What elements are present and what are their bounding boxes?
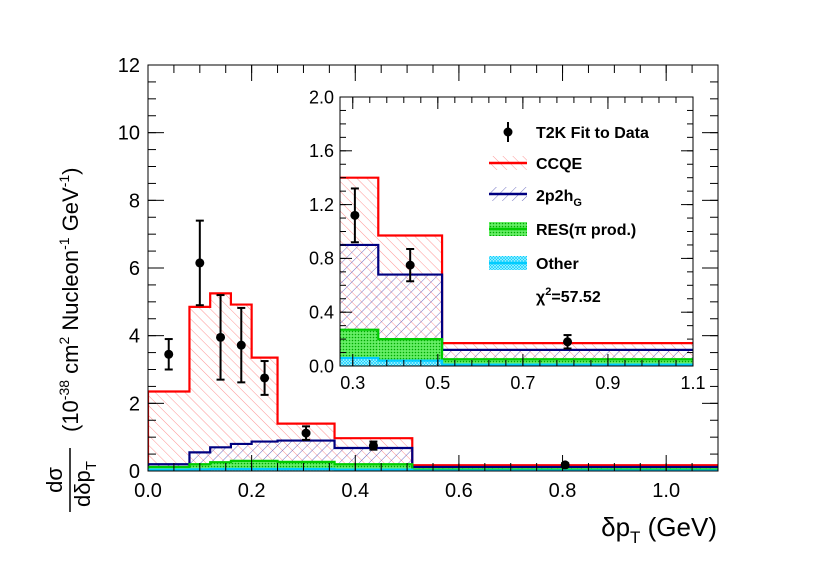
main-data-point (195, 219, 205, 307)
main-histogram-other (148, 467, 718, 471)
main-data-point (301, 425, 311, 441)
legend: T2K Fit to Data CCQE 2p2hG RES(π prod.) … (489, 122, 649, 306)
chi2-annotation: χ2=57.52 (536, 286, 601, 306)
inset-bin-fill-2p2h (293, 258, 310, 366)
main-bin-fill-ccqe (148, 391, 190, 471)
main-y-tick-label: 0 (129, 461, 140, 483)
inset-bin-fill-ccqe (293, 0, 310, 366)
main-data-point (236, 306, 246, 384)
inset-x-tick-label: 0.5 (425, 373, 450, 393)
inset-axes: 0.0 0.4 0.8 1.2 1.6 2.0 0.3 0.5 0.7 0.9 1.1 (309, 87, 706, 393)
legend-label-res: RES(π prod.) (536, 222, 636, 239)
main-data-marker (560, 460, 570, 470)
inset-y-tick-label: 0.4 (309, 303, 334, 323)
inset-x-tick-label: 0.9 (595, 373, 620, 393)
inset-bin-fill-res-prod (442, 359, 693, 366)
main-bin-fill-res-prod (251, 460, 278, 471)
inset-data-marker (350, 210, 360, 220)
main-histogram-res-prod (148, 459, 718, 471)
legend-label-2p2h: 2p2hG (536, 188, 582, 209)
inset-bin-fill-2p2h (276, 272, 293, 366)
main-bin-fill-ccqe (210, 293, 231, 471)
inset-y-tick-label: 1.2 (309, 195, 334, 215)
legend-item-res: RES(π prod.) (489, 222, 636, 239)
inset-data-point (563, 334, 573, 350)
main-y-tick-label: 6 (129, 258, 140, 280)
main-bin-fill-res-prod (210, 462, 231, 471)
legend-item-other: Other (489, 256, 579, 273)
inset-histogram-2p2h (340, 243, 693, 351)
main-bin-fill-res-prod (277, 461, 335, 471)
inset-histogram-lines (340, 176, 693, 366)
inset-x-tick-label: 1.1 (680, 373, 705, 393)
main-data-marker (368, 441, 378, 451)
main-data-point (216, 294, 226, 381)
inset-data-marker (405, 260, 415, 270)
main-axes: 0 2 4 6 8 10 12 0.0 0.2 0.4 0.6 0.8 1.0 (118, 55, 719, 502)
main-x-tick-label: 1.0 (652, 480, 680, 502)
main-x-tick-label: 0.6 (445, 480, 473, 502)
main-bin-fill-res-prod (334, 464, 413, 471)
main-y-tick-label: 4 (129, 326, 140, 348)
inset-bin-fill-res-prod (276, 331, 293, 366)
main-data-marker (216, 332, 226, 342)
legend-label-other: Other (536, 256, 579, 273)
inset-y-tick-label: 1.6 (309, 141, 334, 161)
main-data-point (260, 360, 270, 396)
inset-bin-fill-other (293, 358, 310, 366)
main-data-marker (195, 258, 205, 268)
legend-label-data: T2K Fit to Data (536, 125, 649, 142)
y-axis-label: dσ dδpT (10-38 cm2 Nucleon-1 GeV-1) (42, 168, 100, 512)
y-label-denominator: dδpT (70, 461, 100, 507)
main-histogram-2p2h (148, 439, 718, 471)
inset-bin-fill-ccqe (259, 0, 276, 366)
legend-item-data: T2K Fit to Data (503, 122, 649, 142)
main-bin-fill-ccqe (230, 304, 252, 471)
main-data-marker (164, 349, 174, 359)
main-bin-fill-res-prod (230, 460, 252, 471)
inset-x-tick-label: 0.3 (340, 373, 365, 393)
main-y-tick-label: 8 (129, 190, 140, 212)
inset-data-point (405, 247, 415, 283)
inset-x-tick-label: 0.7 (510, 373, 535, 393)
y-label-units: (10-38 cm2 Nucleon-1 GeV-1) (56, 168, 83, 433)
main-data-marker (301, 428, 311, 438)
inset-histogram-ccqe (340, 176, 693, 345)
legend-item-2p2h: 2p2hG (489, 187, 582, 209)
inset-bin-fill-other (276, 358, 293, 366)
x-axis-label: δpT (GeV) (601, 512, 717, 547)
inset-data-point (350, 187, 360, 244)
inset-data-points (350, 187, 573, 350)
legend-label-ccqe: CCQE (536, 156, 583, 173)
main-x-tick-label: 0.0 (134, 480, 162, 502)
y-label-numerator: dσ (42, 467, 67, 493)
inset-bin-fill-2p2h (259, 292, 276, 366)
main-data-point (164, 338, 174, 371)
inset-bin-fill-other (378, 360, 443, 366)
inset-histogram-other (340, 356, 693, 366)
main-y-tick-label: 2 (129, 393, 140, 415)
main-x-tick-label: 0.8 (549, 480, 577, 502)
main-histogram-ccqe (148, 292, 718, 471)
main-y-tick-label: 12 (118, 55, 140, 77)
main-data-point (368, 440, 378, 451)
main-bin-fill-ccqe (189, 306, 211, 471)
main-histogram-lines (148, 292, 718, 471)
legend-item-ccqe: CCQE (489, 156, 583, 173)
main-data-marker (236, 340, 246, 350)
inset-bin-fill-other (340, 357, 379, 366)
inset-y-tick-label: 0.8 (309, 249, 334, 269)
inset-y-tick-label: 2.0 (309, 87, 334, 107)
inset-y-tick-label: 0.0 (309, 356, 334, 376)
main-data-point (560, 460, 570, 470)
inset-bin-fill-res-prod (293, 326, 310, 366)
inset-bin-fill-ccqe (276, 0, 293, 366)
main-data-marker (260, 373, 270, 383)
inset-data-marker (563, 337, 573, 347)
main-y-tick-label: 10 (118, 123, 140, 145)
main-x-tick-label: 0.2 (238, 480, 266, 502)
main-x-tick-label: 0.4 (341, 480, 369, 502)
inset-histogram-res-prod (340, 328, 693, 361)
